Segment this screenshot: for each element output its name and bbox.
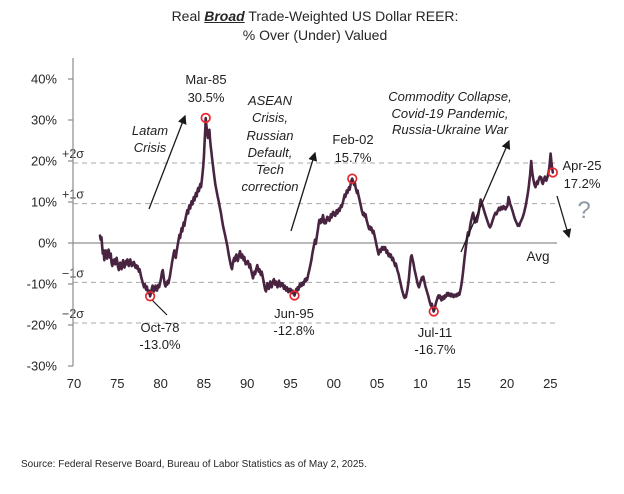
- x-tick-label: 00: [327, 376, 341, 391]
- chart-title-line2: % Over (Under) Valued: [242, 26, 388, 43]
- event-marker-mar-85: [200, 112, 211, 124]
- callout-apr-25: Apr-25 17.2%: [562, 158, 602, 191]
- future-question-mark: ?: [577, 197, 591, 224]
- x-tick-label: 05: [370, 376, 384, 391]
- x-tick-label: 95: [283, 376, 297, 391]
- annotation-arrow: [148, 114, 187, 210]
- avg-line-label: Avg: [526, 249, 550, 264]
- annotation-arrow: [290, 151, 318, 232]
- y-tick-label: -30%: [27, 359, 58, 374]
- callout-feb-02: Feb-02 15.7%: [332, 132, 374, 165]
- event-marker-feb-02: [347, 173, 358, 184]
- y-tick-label: 0%: [38, 236, 57, 251]
- source-note: Source: Federal Reserve Board, Bureau of…: [21, 459, 367, 470]
- x-tick-label: 15: [456, 376, 470, 391]
- annotation-latam-crisis: Latam Crisis: [131, 123, 169, 155]
- event-marker-jun-95: [289, 290, 300, 301]
- event-marker-jul-11: [428, 306, 439, 317]
- x-tick-label: 75: [110, 376, 124, 391]
- callout-oct-78: Oct-78 -13.0%: [139, 320, 181, 352]
- x-tick-label: 85: [197, 376, 211, 391]
- y-tick-label: -10%: [27, 277, 58, 292]
- annotation-arrow: [556, 195, 572, 239]
- y-tick-label: -20%: [27, 318, 58, 333]
- chart-title: Real Broad Trade-Weighted US Dollar REER…: [65, 7, 565, 44]
- event-marker-apr-25: [547, 167, 558, 178]
- y-tick-label: 10%: [31, 195, 57, 210]
- y-tick-label: 20%: [31, 154, 57, 169]
- x-tick-label: 10: [413, 376, 427, 391]
- chart-title-line1: Real Broad Trade-Weighted US Dollar REER…: [65, 7, 565, 26]
- callout-mar-85: Mar-85 30.5%: [185, 72, 227, 105]
- title-prefix: Real: [171, 8, 205, 24]
- y-tick-label: 30%: [31, 113, 57, 128]
- event-marker-oct-78: [144, 291, 156, 302]
- annotation-asean-crisis: ASEAN Crisis, Russian Default, Tech corr…: [241, 93, 299, 195]
- x-tick-label: 25: [543, 376, 557, 391]
- callout-jul-11: Jul-11 -16.7%: [414, 325, 456, 357]
- y-tick-label: 40%: [31, 72, 57, 87]
- x-tick-label: 70: [67, 376, 81, 391]
- callout-jun-95: Jun-95 -12.8%: [273, 306, 315, 338]
- title-emphasis-broad: Broad: [204, 8, 245, 24]
- x-tick-label: 80: [153, 376, 167, 391]
- annotation-commodity-covid-war: Commodity Collapse, Covid-19 Pandemic, R…: [388, 89, 512, 137]
- oct-78-leader-line: [151, 299, 168, 316]
- x-tick-label: 20: [500, 376, 514, 391]
- annotation-arrow: [460, 139, 511, 253]
- x-tick-label: 90: [240, 376, 254, 391]
- title-suffix: Trade-Weighted US Dollar REER:: [244, 8, 459, 24]
